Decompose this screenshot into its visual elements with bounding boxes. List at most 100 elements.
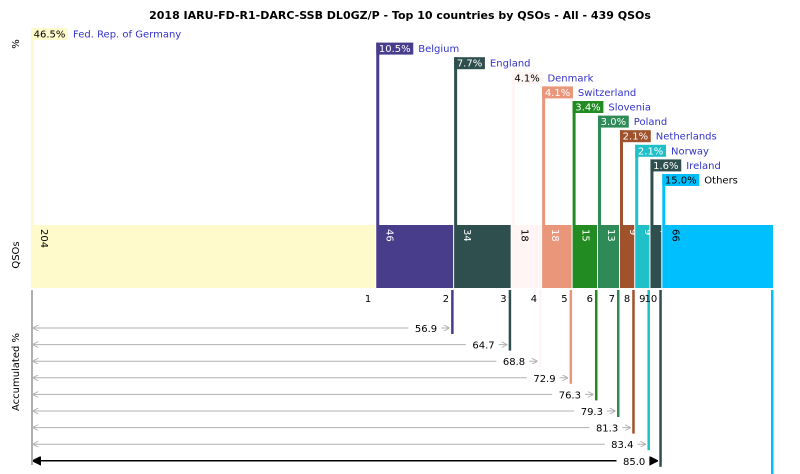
accumulated-label-bg [574, 405, 607, 417]
percent-label: 4.1% [514, 73, 539, 84]
qso-count: 18 [549, 229, 560, 242]
qso-count: 66 [669, 229, 680, 242]
connector-line [376, 42, 380, 225]
accumulated-tick [451, 290, 454, 334]
accumulated-start-tick [31, 290, 33, 465]
rank-label: 7 [609, 294, 615, 305]
rank-label: 1 [365, 294, 371, 305]
percent-box [650, 159, 682, 172]
percent-label: 2.1% [638, 146, 663, 157]
qso-count: 13 [605, 229, 616, 242]
accumulated-label-bg [408, 322, 442, 334]
percent-label: 1.6% [653, 161, 678, 172]
connector-line [635, 144, 639, 225]
qso-bar [454, 225, 511, 288]
accumulated-tick [569, 290, 573, 384]
accumulated-label-bg [552, 388, 585, 401]
qso-bar [31, 225, 376, 288]
country-name: Poland [634, 117, 667, 128]
country-name: Ireland [686, 161, 721, 172]
accumulated-label-bg [496, 355, 530, 368]
connector-line [597, 115, 601, 225]
qso-bar [662, 225, 773, 288]
percent-box [454, 57, 485, 70]
percent-box [662, 174, 700, 186]
rank-label: 9 [639, 294, 645, 305]
country-name: Belgium [418, 44, 459, 55]
accumulated-label-bg [526, 371, 560, 384]
accumulated-tick [771, 290, 774, 474]
accumulated-label: 83.4 [611, 440, 633, 451]
bottom-axis-label: Accumulated % [11, 333, 22, 411]
connector-line [650, 159, 654, 225]
qso-bar [376, 225, 454, 288]
accumulated-label: 76.3 [559, 390, 581, 401]
accumulated-tick [659, 290, 662, 467]
qso-bar [572, 225, 597, 288]
percent-box [542, 86, 573, 99]
country-name: England [490, 59, 531, 70]
accumulated-label-bg [589, 421, 623, 434]
qso-bar [635, 225, 650, 288]
accumulated-tick [508, 290, 512, 351]
chart-title: 2018 IARU-FD-R1-DARC-SSB DL0GZ/P - Top 1… [149, 9, 651, 22]
accumulated-tick [647, 290, 650, 451]
accumulated-label: 56.9 [415, 324, 437, 335]
middle-axis-label: QSOs [11, 241, 22, 268]
accumulated-label-bg [616, 454, 650, 467]
percent-label: 10.5% [379, 44, 411, 55]
qso-count: 18 [519, 229, 530, 242]
qso-count: 34 [461, 229, 472, 242]
accumulated-label: 79.3 [581, 407, 603, 418]
rank-label: 4 [531, 294, 537, 305]
accumulated-tick [594, 290, 598, 401]
rank-label: 3 [500, 294, 506, 305]
country-name: Netherlands [656, 132, 717, 143]
connector-line [31, 28, 34, 225]
percent-label: 4.1% [545, 88, 570, 99]
percent-box [619, 130, 651, 143]
accumulated-label: 72.9 [533, 374, 555, 385]
percent-box [31, 28, 68, 40]
rank-label: 8 [624, 294, 630, 305]
country-name: Norway [671, 146, 709, 157]
percent-label: 46.5% [34, 30, 66, 41]
rank-label: 5 [561, 294, 567, 305]
accumulated-label: 85.0 [623, 457, 645, 468]
qso-count: 204 [38, 229, 49, 248]
top-axis-label: % [11, 39, 22, 49]
accumulated-label-bg [722, 471, 761, 474]
accumulated-tick [616, 290, 620, 417]
qso-bar [597, 225, 619, 288]
percent-box [376, 42, 414, 55]
rank-label: 2 [443, 294, 449, 305]
connector-line [662, 174, 666, 225]
qso-count: 9 [627, 229, 638, 235]
country-name: Switzerland [578, 88, 636, 99]
percent-label: 2.1% [623, 132, 648, 143]
qso-count: 9 [642, 229, 653, 235]
accumulated-label: 81.3 [596, 424, 618, 435]
accumulated-label-bg [604, 438, 638, 451]
connector-line [542, 86, 546, 226]
rank-label: 10 [645, 294, 658, 305]
accumulated-label: 64.7 [472, 341, 494, 352]
connector-line [511, 71, 515, 225]
accumulated-label-bg [465, 338, 499, 351]
percent-box [572, 101, 604, 113]
qso-count: 15 [580, 229, 591, 242]
qso-count: 46 [383, 229, 394, 242]
qso-bar [619, 225, 635, 288]
rank-label: 6 [587, 294, 593, 305]
country-name: Others [704, 176, 738, 187]
percent-label: 3.0% [601, 117, 626, 128]
percent-label: 3.4% [575, 103, 600, 114]
country-name: Denmark [547, 73, 593, 84]
country-name: Slovenia [608, 103, 651, 114]
connector-line [454, 57, 458, 226]
connector-line [619, 130, 623, 225]
qso-bar [650, 225, 662, 288]
percent-box [635, 144, 667, 157]
qso-bar [542, 225, 572, 288]
